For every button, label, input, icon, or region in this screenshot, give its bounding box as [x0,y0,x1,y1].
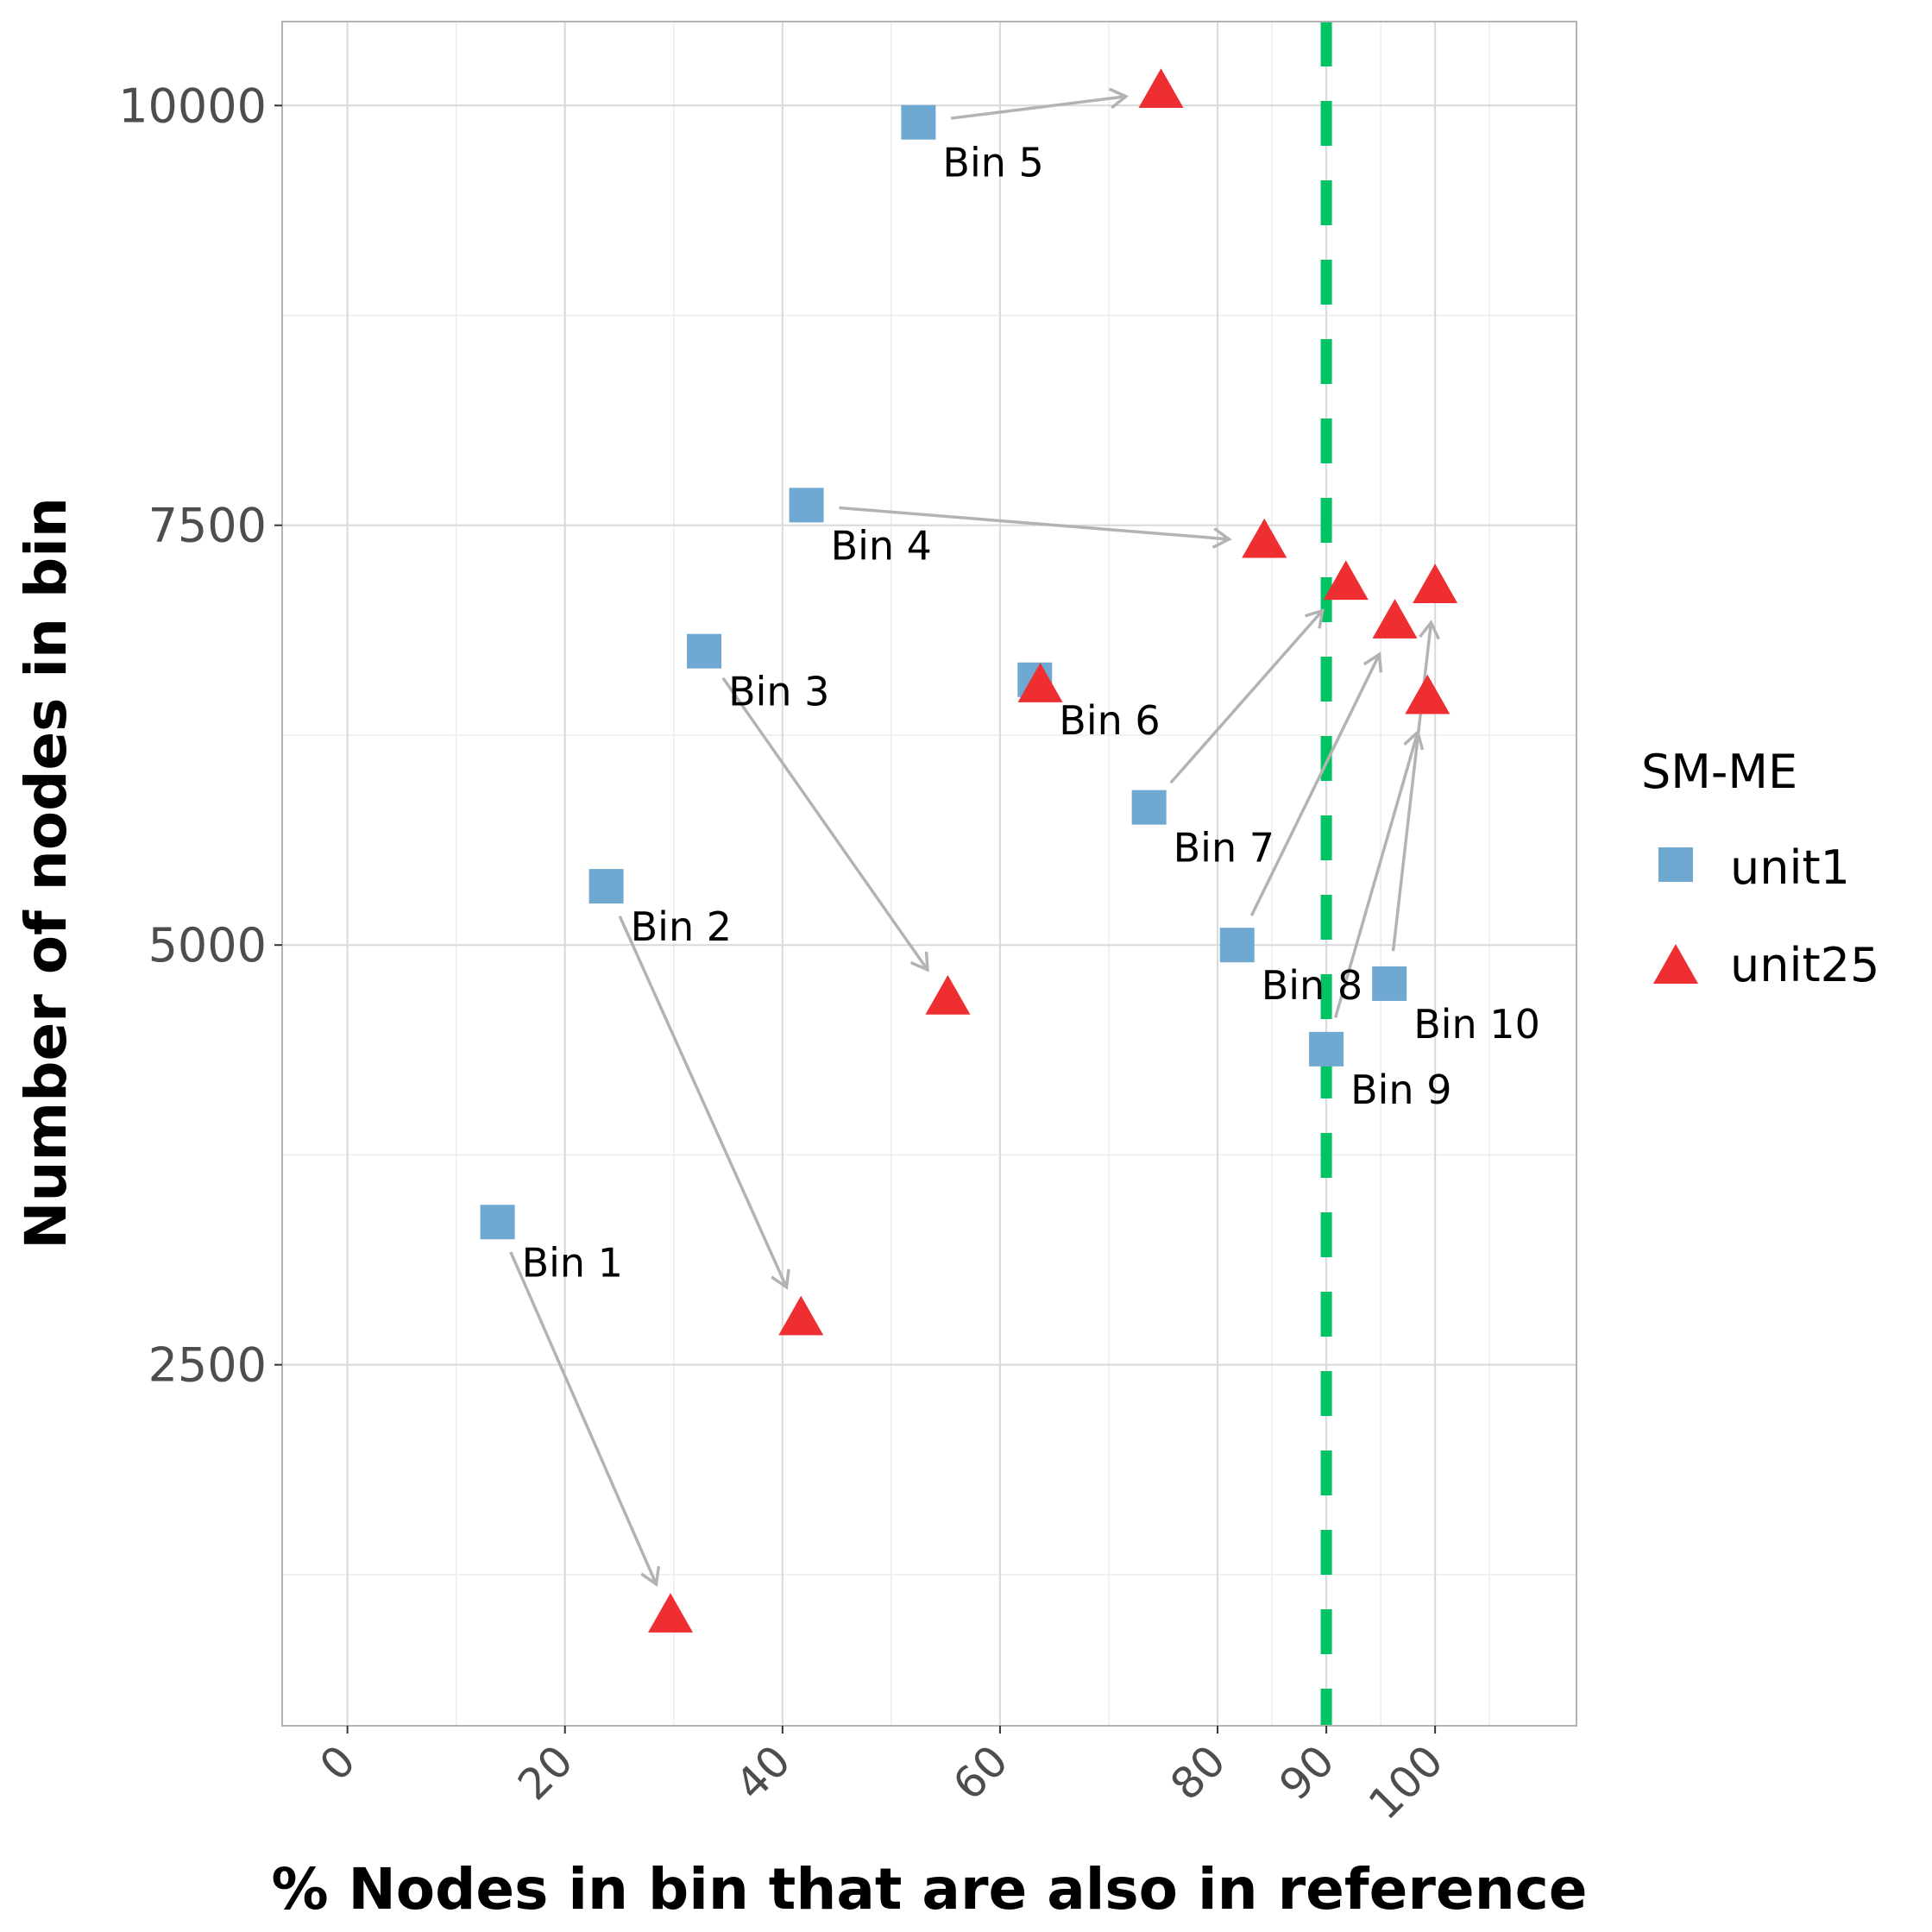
point-unit1 [480,1205,515,1240]
point-unit25 [1413,563,1458,604]
point-label: Bin 2 [631,903,732,950]
point-unit1 [1309,1031,1344,1067]
arrow [839,506,1228,538]
point-label: Bin 3 [728,669,829,715]
point-label: Bin 8 [1262,962,1362,1009]
point-label: Bin 10 [1413,1001,1540,1048]
point-unit25 [925,975,971,1015]
point-unit1 [1219,928,1255,963]
legend: SM-ME unit1 unit25 [1641,745,1879,992]
points-layer [480,68,1458,1633]
y-tick-labels: 2500 5000 7500 10000 [118,79,282,1393]
legend-swatch-unit25 [1653,944,1698,984]
y-axis-title: Number of nodes in bin [13,497,79,1249]
point-label: Bin 4 [831,522,932,569]
legend-label-unit1: unit1 [1730,840,1850,895]
point-label: Bin 1 [522,1239,623,1286]
point-unit25 [1017,663,1063,702]
point-label: Bin 5 [942,140,1043,186]
arrow [721,677,927,969]
point-unit1 [687,633,722,669]
y-tick-label: 2500 [148,1338,267,1393]
arrows-layer [509,97,1432,1583]
point-unit25 [778,1295,824,1336]
arrow [618,916,786,1287]
point-unit25 [1405,674,1451,714]
y-tick-label: 7500 [148,499,267,553]
point-unit25 [1138,68,1184,109]
point-unit1 [901,104,936,140]
point-unit1 [789,488,824,523]
point-unit25 [1372,599,1418,639]
arrow [1169,611,1322,784]
point-unit1 [1131,790,1167,825]
arrow [509,1251,656,1583]
arrow [1249,655,1379,916]
y-tick-label: 10000 [118,79,267,133]
y-tick-label: 5000 [148,918,267,972]
legend-swatch-unit1 [1658,847,1693,882]
point-labels-layer: Bin 1 Bin 2 Bin 3 Bin 4 Bin 5 Bin 6 Bin 7 Bin 8… [522,140,1540,1287]
major-gridlines [282,22,1576,1726]
legend-label-unit25: unit25 [1730,938,1879,992]
point-label: Bin 6 [1059,697,1160,744]
point-unit1 [588,869,624,904]
point-unit25 [648,1593,693,1633]
arrow [1333,733,1418,1018]
legend-title: SM-ME [1641,745,1797,799]
point-unit25 [1323,560,1369,601]
point-unit1 [1372,966,1407,1001]
arrow [1391,623,1432,952]
point-label: Bin 9 [1350,1067,1451,1113]
point-unit25 [1242,518,1287,558]
point-label: Bin 7 [1174,825,1274,872]
plot-panel-border [281,21,1577,1727]
arrow [950,97,1125,120]
x-axis-title: % Nodes in bin that are also in referenc… [271,1856,1587,1923]
